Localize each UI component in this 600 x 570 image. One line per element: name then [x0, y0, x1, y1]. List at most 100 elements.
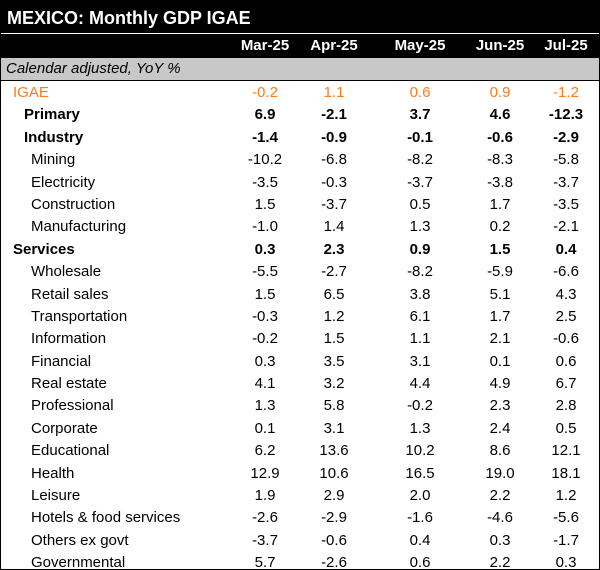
- row-label: Real estate: [31, 375, 107, 393]
- table-cell: 1.3: [254, 397, 276, 415]
- table-cell: 0.3: [555, 554, 577, 570]
- table-row: Educational 6.2 13.6 10.2 8.6 12.1: [1, 439, 599, 461]
- table-row: Real estate 4.1 3.2 4.4 4.9 6.7: [1, 372, 599, 394]
- table-cell: 1.3: [409, 419, 431, 437]
- table-cell: 16.5: [405, 464, 435, 482]
- table-cell: 1.7: [489, 195, 511, 213]
- table-row: Health 12.9 10.6 16.5 19.0 18.1: [1, 462, 599, 484]
- table-cell: -3.7: [407, 173, 433, 191]
- table-cell: -1.4: [252, 128, 278, 146]
- row-label: Leisure: [31, 487, 81, 505]
- table-cell: -0.2: [252, 84, 278, 101]
- table-cell: 1.1: [323, 84, 345, 101]
- table-cell: -4.6: [487, 509, 513, 527]
- column-header: Jun-25: [475, 37, 525, 54]
- column-header: Jul-25: [544, 37, 588, 54]
- table-cell: -1.0: [252, 218, 278, 236]
- table-cell: 1.7: [489, 307, 511, 325]
- table-cell: -6.6: [553, 263, 579, 281]
- column-header: Mar-25: [240, 37, 290, 54]
- table-cell: -2.6: [252, 509, 278, 527]
- table-cell: 0.1: [254, 419, 276, 437]
- row-label: Retail sales: [31, 285, 109, 303]
- table-cell: -0.6: [321, 531, 347, 549]
- table-cell: 2.2: [489, 487, 511, 505]
- table-cell: 0.5: [409, 195, 431, 213]
- table-cell: 2.9: [323, 487, 345, 505]
- row-label: Manufacturing: [31, 218, 127, 236]
- table-cell: 5.8: [323, 397, 345, 415]
- table-cell: -2.9: [321, 509, 347, 527]
- table-cell: -6.8: [321, 151, 347, 169]
- table-row: Information -0.2 1.5 1.1 2.1 -0.6: [1, 327, 599, 349]
- table-cell: 0.2: [489, 218, 511, 236]
- table-cell: -0.6: [553, 330, 579, 348]
- table-cell: -3.5: [553, 195, 579, 213]
- table-cell: 0.9: [489, 84, 511, 101]
- row-label: Construction: [31, 195, 116, 213]
- table-cell: 0.3: [254, 352, 276, 370]
- row-label: Information: [31, 330, 107, 348]
- table-cell: 1.5: [489, 240, 511, 258]
- table-row: Construction 1.5 -3.7 0.5 1.7 -3.5: [1, 193, 599, 215]
- table-cell: 13.6: [319, 442, 349, 460]
- table-cell: -12.3: [548, 106, 584, 124]
- row-label: Transportation: [31, 307, 128, 325]
- row-label: Industry: [24, 128, 84, 146]
- table-row: Retail sales 1.5 6.5 3.8 5.1 4.3: [1, 283, 599, 305]
- table-cell: 2.3: [323, 240, 345, 258]
- table-row: Others ex govt -3.7 -0.6 0.4 0.3 -1.7: [1, 529, 599, 551]
- table-cell: 10.6: [319, 464, 349, 482]
- table-cell: 1.2: [323, 307, 345, 325]
- table-cell: 12.9: [250, 464, 280, 482]
- table-row: Mining -10.2 -6.8 -8.2 -8.3 -5.8: [1, 148, 599, 170]
- row-label: Wholesale: [31, 263, 102, 281]
- table-row: Manufacturing -1.0 1.4 1.3 0.2 -2.1: [1, 215, 599, 237]
- table-cell: 1.5: [254, 285, 276, 303]
- column-header: May-25: [394, 37, 446, 54]
- table-cell: -0.1: [407, 128, 433, 146]
- table-cell: 6.9: [254, 106, 276, 124]
- table-row: Governmental 5.7 -2.6 0.6 2.2 0.3: [1, 551, 599, 570]
- table-cell: 5.7: [254, 554, 276, 570]
- table-cell: 3.8: [409, 285, 431, 303]
- table-cell: -5.8: [553, 151, 579, 169]
- table-cell: -3.7: [252, 531, 278, 549]
- table-row: Professional 1.3 5.8 -0.2 2.3 2.8: [1, 394, 599, 416]
- table-row: Financial 0.3 3.5 3.1 0.1 0.6: [1, 350, 599, 372]
- table-row: Services 0.3 2.3 0.9 1.5 0.4: [1, 238, 599, 260]
- table-cell: -1.2: [553, 84, 579, 101]
- row-label: Hotels & food services: [31, 509, 181, 527]
- table-cell: 0.6: [555, 352, 577, 370]
- table-row: Hotels & food services -2.6 -2.9 -1.6 -4.6 -5…: [1, 506, 599, 528]
- table-cell: 1.5: [254, 195, 276, 213]
- table-cell: 1.1: [409, 330, 431, 348]
- table-cell: -0.2: [252, 330, 278, 348]
- table-row: Transportation -0.3 1.2 6.1 1.7 2.5: [1, 305, 599, 327]
- table-row: Primary 6.9 -2.1 3.7 4.6 -12.3: [1, 103, 599, 125]
- table-cell: -2.6: [321, 554, 347, 570]
- table-cell: 2.8: [555, 397, 577, 415]
- table-cell: -1.6: [407, 509, 433, 527]
- row-label: Health: [31, 464, 75, 482]
- table-cell: 2.4: [489, 419, 511, 437]
- table-cell: 2.0: [409, 487, 431, 505]
- table-cell: 0.6: [409, 554, 431, 570]
- table-row: Corporate 0.1 3.1 1.3 2.4 0.5: [1, 417, 599, 439]
- table-cell: 10.2: [405, 442, 435, 460]
- table-cell: -2.1: [553, 218, 579, 236]
- table-cell: -0.3: [321, 173, 347, 191]
- table-cell: 4.9: [489, 375, 511, 393]
- table-cell: 6.7: [555, 375, 577, 393]
- table-cell: 3.1: [323, 419, 345, 437]
- table-cell: 1.9: [254, 487, 276, 505]
- table-cell: 19.0: [485, 464, 515, 482]
- table-cell: 0.4: [555, 240, 577, 258]
- table-cell: -10.2: [247, 151, 283, 169]
- table-cell: 0.3: [254, 240, 276, 258]
- table-cell: 6.2: [254, 442, 276, 460]
- table-cell: 1.4: [323, 218, 345, 236]
- table-cell: 2.1: [489, 330, 511, 348]
- table-cell: 1.5: [323, 330, 345, 348]
